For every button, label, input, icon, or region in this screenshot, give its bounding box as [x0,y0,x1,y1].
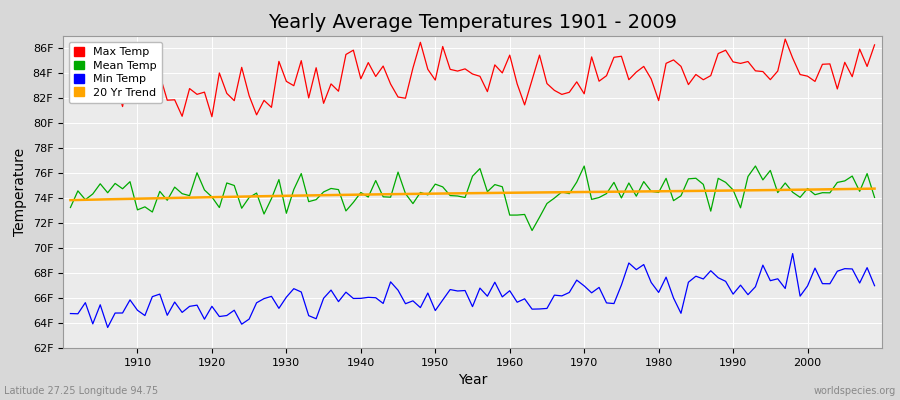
Text: worldspecies.org: worldspecies.org [814,386,896,396]
Text: Latitude 27.25 Longitude 94.75: Latitude 27.25 Longitude 94.75 [4,386,158,396]
Y-axis label: Temperature: Temperature [14,148,27,236]
X-axis label: Year: Year [458,373,487,387]
Title: Yearly Average Temperatures 1901 - 2009: Yearly Average Temperatures 1901 - 2009 [268,13,677,32]
Legend: Max Temp, Mean Temp, Min Temp, 20 Yr Trend: Max Temp, Mean Temp, Min Temp, 20 Yr Tre… [68,42,162,103]
